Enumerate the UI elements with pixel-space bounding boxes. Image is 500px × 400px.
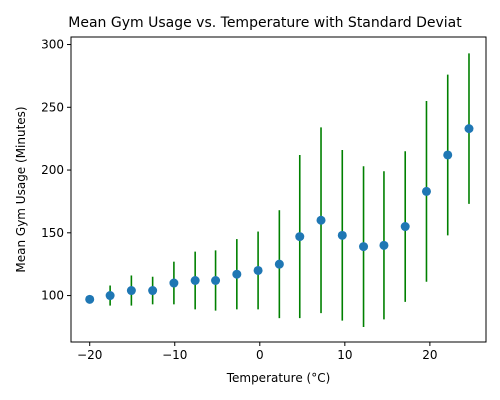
x-axis-label: Temperature (°C) <box>226 371 331 385</box>
data-point-15 <box>400 222 410 232</box>
data-point-6 <box>211 275 221 285</box>
y-tick-label-3: 250 <box>41 100 64 114</box>
plot-frame <box>70 36 487 343</box>
data-point-0 <box>85 294 95 304</box>
data-point-12 <box>337 230 347 240</box>
y-axis-ticks: 100 150 200 250 300 <box>41 38 71 303</box>
data-point-16 <box>421 186 431 196</box>
x-axis-ticks: −20 −10 0 10 20 <box>77 342 438 362</box>
data-point-10 <box>295 232 305 242</box>
data-point-11 <box>316 215 326 225</box>
x-tick-label-2: 0 <box>256 348 264 362</box>
data-point-4 <box>169 278 179 288</box>
data-point-17 <box>443 150 453 160</box>
data-point-13 <box>359 242 369 252</box>
data-point-9 <box>274 259 284 269</box>
x-tick-label-1: −10 <box>162 348 187 362</box>
chart-title: Mean Gym Usage vs. Temperature with Stan… <box>68 15 462 31</box>
y-tick-label-2: 200 <box>41 163 64 177</box>
y-tick-label-0: 100 <box>41 289 64 303</box>
x-tick-label-3: 10 <box>337 348 352 362</box>
y-tick-label-1: 150 <box>41 226 64 240</box>
data-point-1 <box>105 291 115 301</box>
data-point-7 <box>232 269 242 279</box>
data-point-2 <box>126 286 136 296</box>
data-point-14 <box>379 240 389 250</box>
data-point-18 <box>464 124 474 134</box>
y-axis-label: Mean Gym Usage (Minutes) <box>14 106 28 272</box>
y-tick-label-4: 300 <box>41 38 64 52</box>
data-point-8 <box>253 265 263 275</box>
data-point-layer <box>85 124 474 304</box>
errorbar-layer <box>109 53 470 327</box>
data-point-5 <box>190 275 200 285</box>
x-tick-label-0: −20 <box>77 348 102 362</box>
x-tick-label-4: 20 <box>422 348 437 362</box>
data-point-3 <box>148 286 158 296</box>
